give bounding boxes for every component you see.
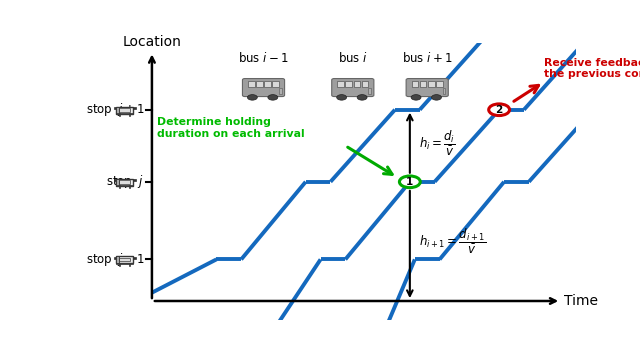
Text: stop  $j-1$: stop $j-1$ <box>86 251 145 268</box>
FancyBboxPatch shape <box>116 107 133 114</box>
Bar <box>113 107 136 109</box>
Circle shape <box>411 95 421 100</box>
Circle shape <box>431 95 442 100</box>
Bar <box>248 81 255 87</box>
Bar <box>113 257 136 258</box>
Bar <box>116 179 119 186</box>
Bar <box>119 108 130 112</box>
Text: bus $i+1$: bus $i+1$ <box>402 51 452 66</box>
FancyBboxPatch shape <box>116 256 133 263</box>
Bar <box>113 180 136 181</box>
Text: Time: Time <box>564 294 598 308</box>
Bar <box>420 81 426 87</box>
Bar <box>428 81 435 87</box>
Bar <box>353 81 360 87</box>
Text: bus $i-1$: bus $i-1$ <box>238 51 289 66</box>
Circle shape <box>399 176 420 188</box>
FancyBboxPatch shape <box>332 78 374 96</box>
Text: stop  $j$: stop $j$ <box>106 173 145 190</box>
Bar <box>119 180 130 184</box>
Bar <box>436 81 443 87</box>
Bar <box>116 185 133 186</box>
Text: bus $i$: bus $i$ <box>338 51 368 66</box>
Bar <box>337 81 344 87</box>
Bar <box>119 257 130 261</box>
Circle shape <box>337 95 347 100</box>
Bar <box>116 256 119 263</box>
Text: $h_{i+1} = \dfrac{d_{i+1}}{\bar{v}}$: $h_{i+1} = \dfrac{d_{i+1}}{\bar{v}}$ <box>419 227 486 256</box>
Text: stop  $j+1$: stop $j+1$ <box>86 101 145 118</box>
Bar <box>273 81 279 87</box>
Text: 2: 2 <box>495 105 503 115</box>
Circle shape <box>268 95 278 100</box>
Text: $h_i = \dfrac{d_i}{\bar{v}}$: $h_i = \dfrac{d_i}{\bar{v}}$ <box>419 129 456 158</box>
Bar <box>369 88 371 94</box>
Circle shape <box>357 95 367 100</box>
Bar <box>362 81 369 87</box>
Bar <box>412 81 419 87</box>
Circle shape <box>248 95 257 100</box>
Bar <box>264 81 271 87</box>
Text: 1: 1 <box>406 177 413 187</box>
Text: Determine holding
duration on each arrival: Determine holding duration on each arriv… <box>157 117 305 139</box>
Text: Location: Location <box>122 35 181 49</box>
Bar <box>279 88 282 94</box>
FancyBboxPatch shape <box>406 78 448 96</box>
FancyBboxPatch shape <box>243 78 285 96</box>
Text: Receive feedback for
the previous control: Receive feedback for the previous contro… <box>544 58 640 79</box>
Bar <box>346 81 352 87</box>
Bar <box>256 81 263 87</box>
FancyBboxPatch shape <box>116 179 133 186</box>
Bar <box>116 263 133 264</box>
Circle shape <box>489 104 509 116</box>
Bar <box>116 113 133 114</box>
Bar <box>116 107 119 114</box>
Bar <box>443 88 445 94</box>
